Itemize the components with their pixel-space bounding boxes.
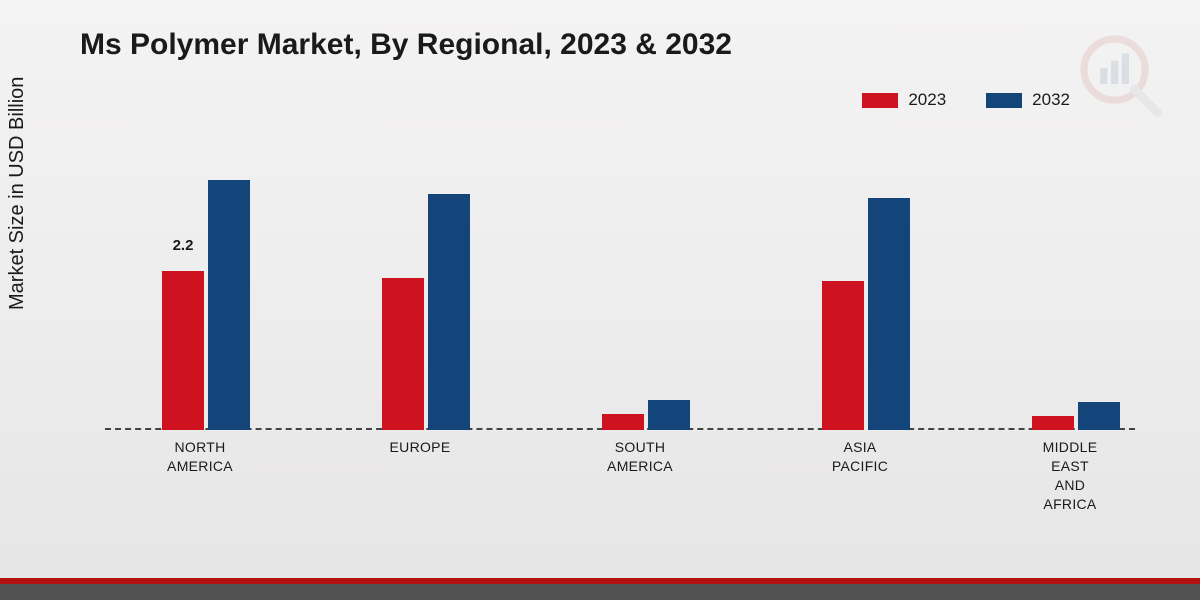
x-label-na: NORTHAMERICA bbox=[167, 438, 233, 476]
watermark-logo-icon bbox=[1075, 30, 1165, 120]
x-label-ap: ASIAPACIFIC bbox=[832, 438, 888, 476]
x-axis-labels: NORTHAMERICA EUROPE SOUTHAMERICA ASIAPACIFI… bbox=[105, 438, 1135, 558]
bar-value-label: 2.2 bbox=[173, 237, 194, 254]
bar-group-na: 2.2 bbox=[156, 140, 244, 430]
plot-area: 2.2 bbox=[105, 140, 1135, 430]
legend-label-2023: 2023 bbox=[908, 90, 946, 110]
bar-ap-s2023 bbox=[822, 281, 864, 430]
bar-eu-s2032 bbox=[428, 194, 470, 430]
bar-group-sa bbox=[596, 140, 684, 430]
chart-page: Ms Polymer Market, By Regional, 2023 & 2… bbox=[0, 0, 1200, 600]
bar-sa-s2032 bbox=[648, 400, 690, 430]
bar-group-eu bbox=[376, 140, 464, 430]
x-label-eu: EUROPE bbox=[390, 438, 451, 457]
legend-item-2023: 2023 bbox=[862, 90, 946, 110]
bar-na-s2032 bbox=[208, 180, 250, 430]
bar-na-s2023 bbox=[162, 271, 204, 431]
bar-ap-s2032 bbox=[868, 198, 910, 430]
bar-mea-s2023 bbox=[1032, 416, 1074, 431]
y-axis-label: Market Size in USD Billion bbox=[6, 77, 29, 310]
bar-group-mea bbox=[1026, 140, 1114, 430]
legend-label-2032: 2032 bbox=[1032, 90, 1070, 110]
bar-sa-s2023 bbox=[602, 414, 644, 430]
legend-item-2032: 2032 bbox=[986, 90, 1070, 110]
bar-mea-s2032 bbox=[1078, 402, 1120, 430]
legend-swatch-2023 bbox=[862, 93, 898, 108]
x-label-mea: MIDDLEEASTANDAFRICA bbox=[1043, 438, 1098, 514]
legend-swatch-2032 bbox=[986, 93, 1022, 108]
x-label-sa: SOUTHAMERICA bbox=[607, 438, 673, 476]
chart-legend: 2023 2032 bbox=[862, 90, 1070, 110]
footer-stripe-bottom bbox=[0, 584, 1200, 600]
chart-title: Ms Polymer Market, By Regional, 2023 & 2… bbox=[80, 28, 732, 62]
bar-group-ap bbox=[816, 140, 904, 430]
bar-eu-s2023 bbox=[382, 278, 424, 430]
